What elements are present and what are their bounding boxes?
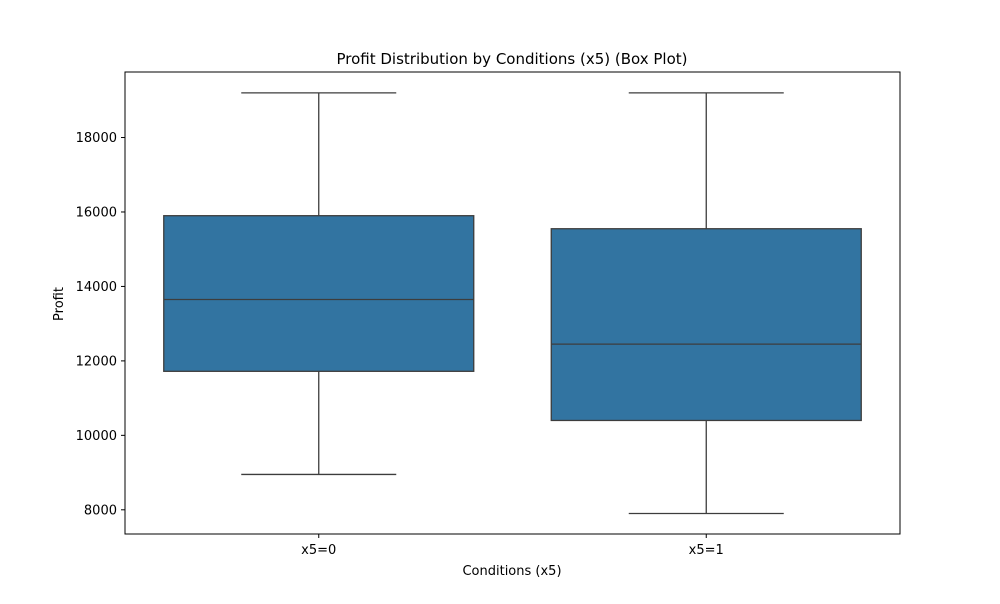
x-tick-label: x5=1 — [689, 543, 724, 558]
y-tick-label: 12000 — [76, 354, 117, 369]
box-x5-1 — [550, 228, 862, 422]
y-tick-label: 8000 — [84, 503, 117, 518]
axes-frame — [124, 71, 901, 535]
box-x5-0 — [163, 215, 475, 372]
y-tick-label: 16000 — [76, 205, 117, 220]
y-tick-label: 18000 — [76, 131, 117, 146]
plot-area: 8000 10000 12000 14000 16000 18000 x5=0 x5=1 — [76, 71, 901, 558]
x-axis-label: Conditions (x5) — [462, 564, 561, 579]
y-tick-label: 14000 — [76, 280, 117, 295]
x-tick-label: x5=0 — [301, 543, 336, 558]
chart-title: Profit Distribution by Conditions (x5) (… — [336, 50, 687, 68]
y-axis-label: Profit — [52, 287, 67, 321]
y-tick-label: 10000 — [76, 429, 117, 444]
